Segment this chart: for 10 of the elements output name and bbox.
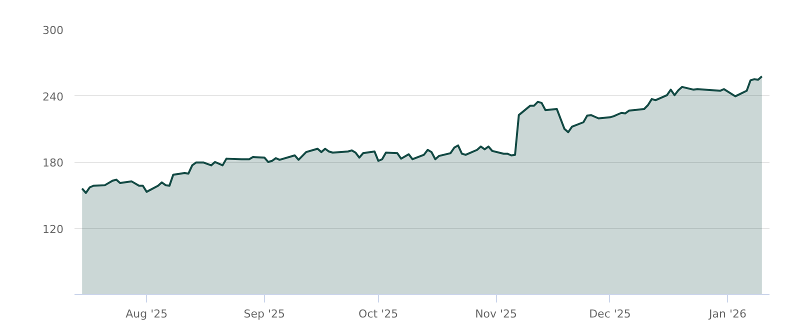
y-tick-label: 240 — [42, 90, 64, 104]
y-tick-label: 120 — [42, 222, 64, 236]
y-tick-label: 180 — [42, 156, 64, 170]
y-tick-label: 300 — [42, 24, 64, 37]
x-tick-label: Jan '26 — [708, 308, 746, 320]
x-tick-label: Aug '25 — [126, 308, 168, 320]
x-tick-label: Nov '25 — [475, 308, 518, 320]
x-tick-label: Sep '25 — [244, 308, 286, 320]
x-tick-label: Oct '25 — [358, 308, 398, 320]
x-tick-label: Dec '25 — [589, 308, 631, 320]
